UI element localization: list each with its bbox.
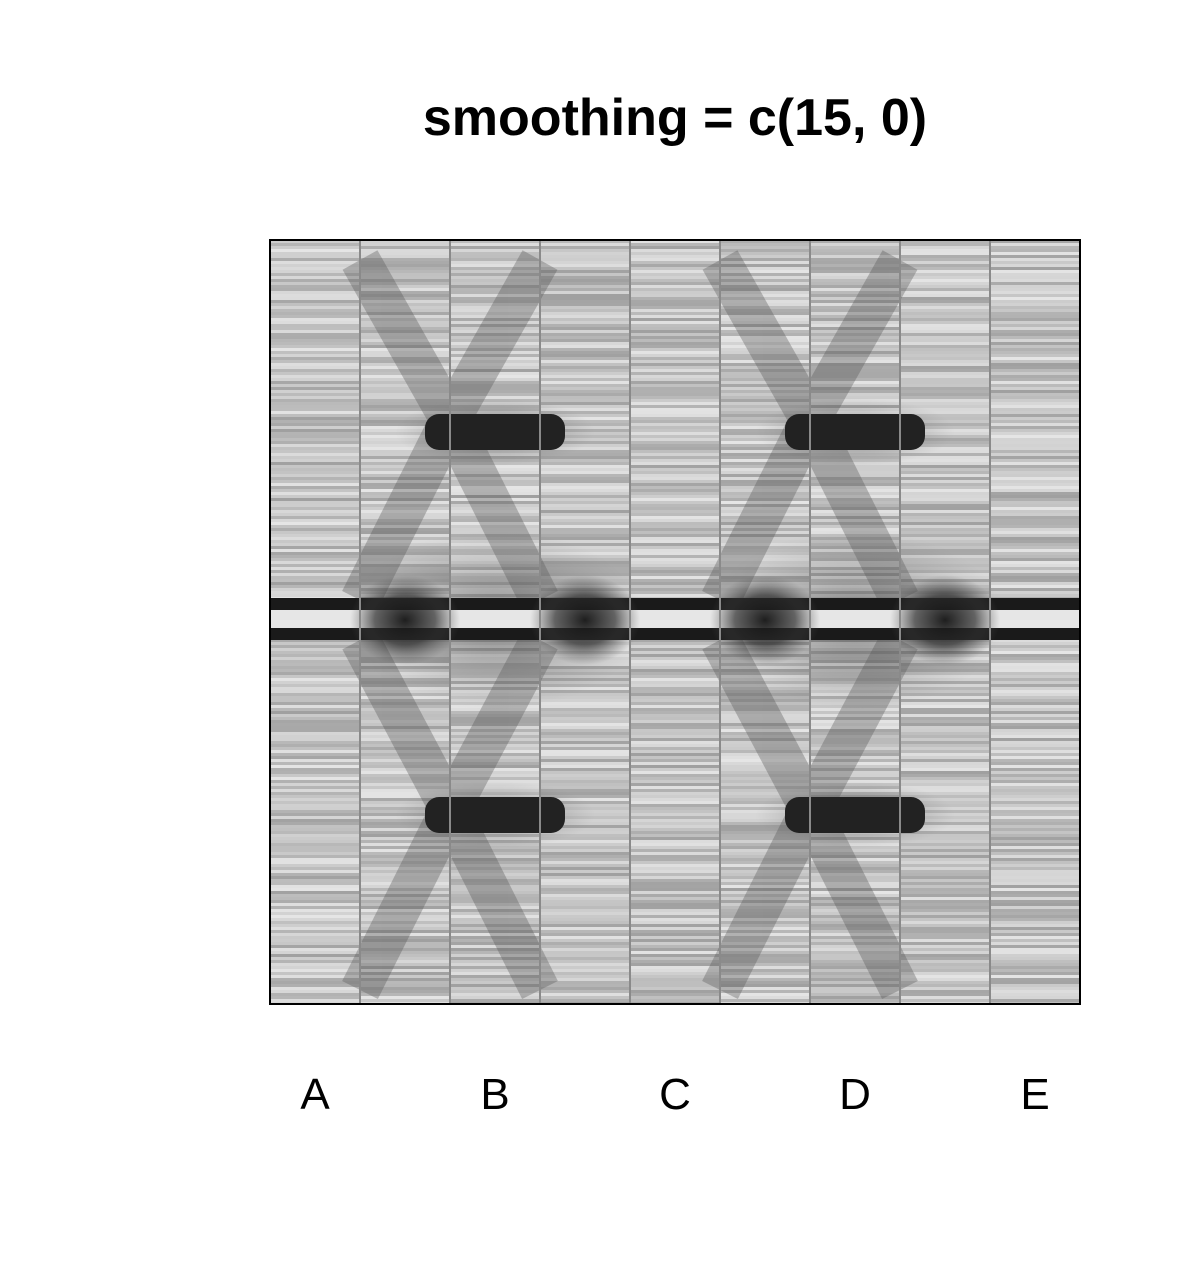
chart-title: smoothing = c(15, 0) (422, 89, 928, 147)
x-tick-label: D (839, 1070, 871, 1119)
x-tick-label: B (480, 1070, 510, 1119)
plot-frame (269, 239, 1081, 1005)
x-tick-label: E (1020, 1070, 1050, 1119)
x-tick-label: C (659, 1070, 691, 1119)
x-tick-label: A (300, 1070, 330, 1119)
dark-bands (395, 398, 955, 849)
middle-line (270, 575, 1080, 665)
heatmap-column (270, 240, 360, 1004)
